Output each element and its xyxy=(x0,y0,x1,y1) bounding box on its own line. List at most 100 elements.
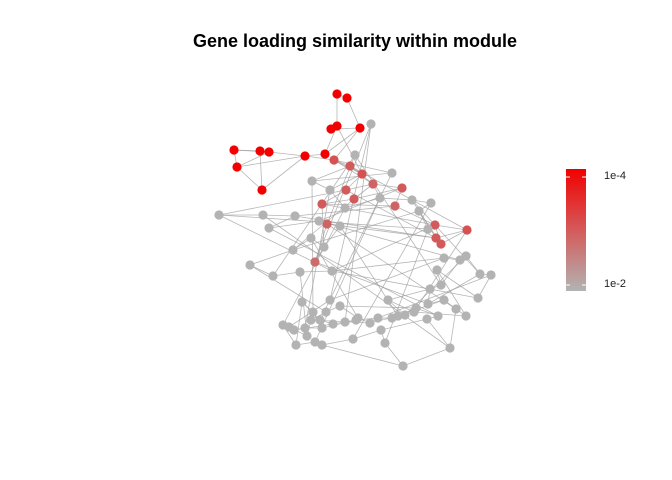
graph-edge xyxy=(329,257,445,301)
graph-edge xyxy=(321,344,404,367)
graph-node xyxy=(310,257,320,267)
graph-node xyxy=(329,155,339,165)
graph-edge xyxy=(344,123,372,323)
graph-edge xyxy=(321,319,357,329)
graph-edge xyxy=(268,151,306,157)
graph-edge xyxy=(262,214,451,349)
graph-node xyxy=(327,266,337,276)
graph-edge xyxy=(387,288,431,301)
graph-node xyxy=(380,338,390,348)
graph-edge xyxy=(435,229,468,239)
graph-node xyxy=(317,340,327,350)
graph-node xyxy=(355,123,365,133)
graph-node xyxy=(245,260,255,270)
graph-node xyxy=(375,193,385,203)
graph-edge xyxy=(336,125,363,175)
graph-node xyxy=(461,311,471,321)
graph-node xyxy=(300,323,310,333)
graph-node xyxy=(255,146,265,156)
graph-node xyxy=(387,168,397,178)
graph-node xyxy=(397,183,407,193)
graph-node xyxy=(325,295,335,305)
graph-node xyxy=(431,233,441,243)
graph-edge xyxy=(311,172,393,182)
graph-edge xyxy=(236,155,306,168)
graph-node xyxy=(433,311,443,321)
graph-node xyxy=(264,223,274,233)
graph-node xyxy=(373,313,383,323)
graph-edge xyxy=(345,183,374,191)
graph-edge xyxy=(268,215,296,229)
graph-node xyxy=(335,221,345,231)
graph-node xyxy=(376,325,386,335)
graph-edge xyxy=(411,199,437,239)
graph-node xyxy=(214,210,224,220)
graph-edge xyxy=(352,329,382,340)
graph-edge xyxy=(333,127,361,161)
edges-layer xyxy=(218,93,492,367)
graph-node xyxy=(414,206,424,216)
graph-node xyxy=(393,311,403,321)
graph-edge xyxy=(402,347,451,367)
graph-edge xyxy=(292,210,420,251)
graph-edge xyxy=(440,259,461,286)
graph-node xyxy=(288,245,298,255)
graph-edge xyxy=(394,205,436,226)
graph-node xyxy=(310,337,320,347)
graph-edge xyxy=(352,202,432,340)
graph-node xyxy=(342,93,352,103)
graph-node xyxy=(302,331,312,341)
graph-node xyxy=(335,301,345,311)
graph-edge xyxy=(304,155,335,161)
graph-node xyxy=(257,185,267,195)
graph-edge xyxy=(314,197,381,343)
graph-edge xyxy=(449,308,457,349)
graph-node xyxy=(439,253,449,263)
graph-node xyxy=(398,361,408,371)
plot-title: Gene loading similarity within module xyxy=(192,31,518,51)
graph-node xyxy=(314,216,324,226)
colorbar-gradient xyxy=(566,169,586,291)
graph-node xyxy=(295,267,305,277)
graph-node xyxy=(297,297,307,307)
graph-node xyxy=(366,119,376,129)
graph-edge xyxy=(261,155,306,191)
graph-node xyxy=(306,233,316,243)
graph-edge xyxy=(249,264,327,313)
graph-node xyxy=(475,269,485,279)
graph-node xyxy=(422,314,432,324)
graph-edge xyxy=(339,305,417,309)
graph-node xyxy=(332,89,342,99)
graph-edge xyxy=(329,173,363,191)
graph-edge xyxy=(426,318,451,349)
graph-edge xyxy=(324,127,361,155)
colorbar-label-bottom: 1e-2 xyxy=(604,278,627,290)
graph-node xyxy=(307,176,317,186)
graph-edge xyxy=(249,249,294,266)
graph-node xyxy=(232,162,242,172)
graph-edge xyxy=(218,189,347,216)
graph-node xyxy=(423,299,433,309)
graph-edge xyxy=(326,223,437,239)
graph-node xyxy=(350,150,360,160)
graph-node xyxy=(451,304,461,314)
graph-node xyxy=(348,334,358,344)
graph-node xyxy=(445,343,455,353)
graph-edge xyxy=(380,318,428,331)
graph-edge xyxy=(346,97,361,129)
graph-node xyxy=(328,319,338,329)
graph-node xyxy=(291,340,301,350)
graph-node xyxy=(383,295,393,305)
graph-node xyxy=(258,210,268,220)
graph-edge xyxy=(262,214,296,217)
graph-edge xyxy=(259,150,263,191)
graph-edge xyxy=(331,224,436,272)
graph-node xyxy=(461,251,471,261)
graph-node xyxy=(319,242,329,252)
graph-edge xyxy=(384,228,429,344)
graph-node xyxy=(365,318,375,328)
graph-edge xyxy=(321,189,347,205)
graph-node xyxy=(290,211,300,221)
graph-edge xyxy=(329,123,372,301)
graph-node xyxy=(320,149,330,159)
